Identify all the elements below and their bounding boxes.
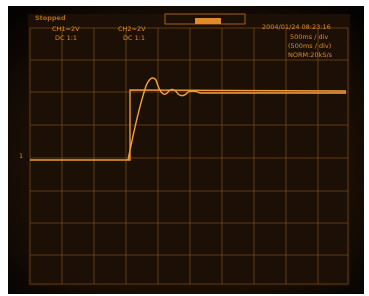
- oscilloscope-photo: Stopped CH1=2V DC 1:1 CH2=2V DC 1:1 2004…: [0, 0, 369, 296]
- timebase-secondary: (500ms / div): [288, 42, 331, 50]
- channel-coupling: DC 1:1: [123, 34, 145, 42]
- acquisition-mode: NORM:20kS/s: [288, 51, 333, 59]
- channel-label: CH1=2V: [52, 25, 80, 33]
- timebase: 500ms / div: [290, 33, 328, 41]
- record-window: [195, 18, 221, 24]
- timestamp: 2004/01/24 08:23:16: [262, 23, 331, 31]
- channel-coupling: DC 1:1: [55, 34, 77, 42]
- channel-marker: 1: [19, 152, 23, 160]
- status: Stopped: [35, 14, 66, 22]
- channel-label: CH2=2V: [118, 25, 146, 33]
